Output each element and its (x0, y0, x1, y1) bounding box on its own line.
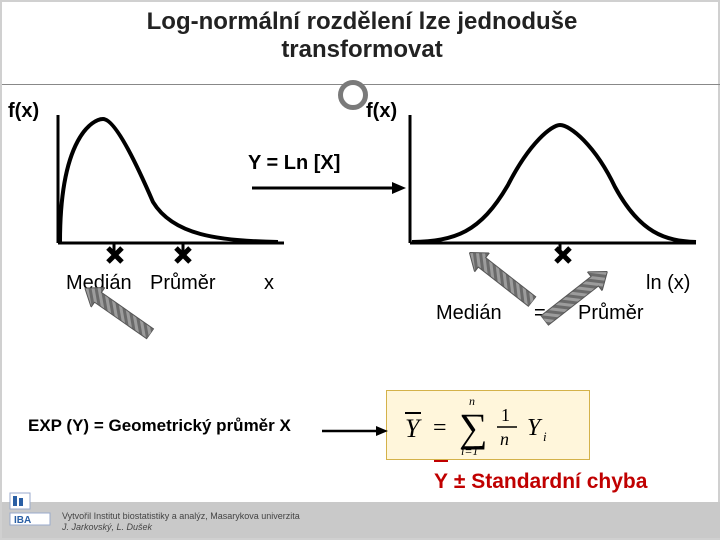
mean-right-label: Průměr (578, 302, 644, 325)
left-cross-mean (174, 246, 192, 264)
footer-line1: Vytvořil Institut biostatistiky a analýz… (62, 511, 300, 521)
left-cross-median (106, 246, 124, 264)
svg-text:n: n (469, 394, 475, 408)
ybar-rest: ± Standardní chyba (454, 470, 648, 493)
exp-y-label: EXP (Y) = Geometrický průměr X (28, 416, 291, 436)
svg-text:n: n (500, 429, 509, 449)
svg-text:=: = (433, 415, 447, 441)
title-line-2: transformovat (281, 36, 442, 63)
slide-title: Log-normální rozdělení lze jednoduše tra… (2, 8, 720, 64)
transform-label: Y = Ln [X] (248, 152, 340, 175)
formula-box: Y = ∑ n i=1 1 n Y i (386, 390, 590, 460)
transform-arrow (250, 180, 410, 201)
svg-text:IBA: IBA (14, 515, 31, 526)
x-axis-label: x (264, 272, 274, 295)
ybar-pm-se: Y ± Standardní chyba (434, 470, 647, 494)
mean-left-label: Průměr (150, 272, 216, 295)
left-curve (60, 119, 278, 242)
slide: Log-normální rozdělení lze jednoduše tra… (0, 0, 720, 540)
exp-to-formula-arrow (320, 424, 390, 443)
svg-text:i=1: i=1 (461, 444, 478, 458)
right-curve (412, 125, 696, 242)
right-chart-svg (400, 107, 700, 257)
footer-line2: J. Jarkovský, L. Dušek (62, 522, 152, 532)
svg-text:Y: Y (405, 414, 422, 443)
svg-text:1: 1 (501, 405, 510, 425)
formula-svg: Y = ∑ n i=1 1 n Y i (387, 391, 591, 461)
fx-right-label: f(x) (366, 100, 397, 123)
median-right-label: Medián (436, 302, 502, 325)
footer-text: Vytvořil Institut biostatistiky a analýz… (62, 511, 300, 532)
iba-logo: IBA (8, 491, 56, 534)
title-circle-marker (338, 80, 368, 110)
ybar-symbol: Y (434, 470, 448, 493)
svg-text:i: i (543, 429, 547, 444)
right-cross-center (554, 246, 572, 264)
lnx-axis-label: ln (x) (646, 272, 690, 295)
fx-left-label: f(x) (8, 100, 39, 123)
svg-text:Y: Y (527, 415, 543, 441)
title-line-1: Log-normální rozdělení lze jednoduše (147, 8, 578, 35)
right-chart (400, 107, 700, 257)
